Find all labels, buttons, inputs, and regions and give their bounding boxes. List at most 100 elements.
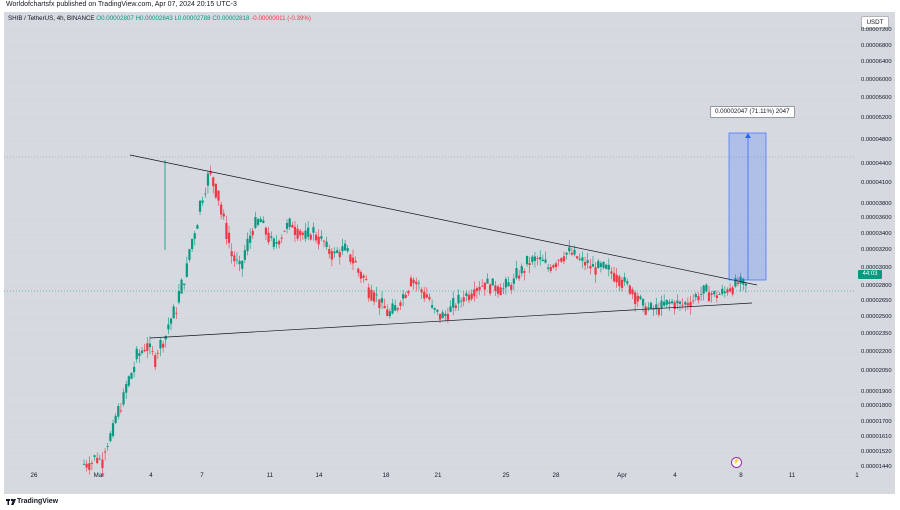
event-marker-icon[interactable]: ⚡ [731, 457, 742, 468]
y-tick-label: 0.00006400 [861, 58, 892, 65]
candle-body [412, 279, 415, 284]
projection-label[interactable]: 0.00002047 (71.11%) 2047 [710, 106, 795, 118]
candle-body [256, 219, 260, 225]
y-tick-label: 0.00006800 [861, 42, 892, 49]
candle-body [156, 352, 159, 354]
y-tick-label: 0.00001610 [861, 433, 892, 440]
candle-body [172, 306, 175, 319]
chart-panel[interactable]: SHIB / TetherUS, 4h, BINANCE O0.00002807… [4, 12, 895, 494]
candle-body [212, 177, 215, 187]
candle-body [417, 282, 421, 284]
candle-body [507, 282, 510, 287]
candle-body [607, 264, 610, 270]
candle-body [296, 228, 299, 239]
symbol-label[interactable]: SHIB / TetherUS, 4h, BINANCE [8, 15, 95, 22]
candle-body [114, 415, 117, 423]
candle-body [446, 313, 450, 320]
last-price-tag: 44:03 [858, 270, 882, 279]
candle-body [270, 236, 273, 238]
candle-body [668, 301, 671, 304]
candle-body [678, 301, 682, 304]
candle-body [686, 303, 689, 306]
close-value: C0.00002818 [212, 15, 250, 22]
candle-body [82, 463, 86, 465]
candle-body [612, 273, 616, 282]
candle-body [433, 308, 436, 310]
candle-body [684, 302, 687, 305]
y-tick-label: 0.00005600 [861, 95, 892, 102]
candle-body [193, 233, 196, 239]
candle-body [473, 289, 476, 297]
candle-body [728, 288, 732, 292]
candle-body [372, 292, 376, 302]
candle-body [483, 282, 486, 290]
candle-body [259, 218, 262, 223]
publication-header: Worldofchartsfx published on TradingView… [0, 0, 900, 12]
candle-body [394, 305, 397, 311]
candle-body [549, 266, 552, 271]
candle-body [291, 224, 294, 228]
x-tick-label: 4 [673, 472, 677, 479]
candle-body [180, 279, 183, 294]
candle-body [681, 304, 684, 306]
candle-body [227, 232, 231, 243]
candle-body [494, 285, 497, 291]
projection-box [728, 132, 767, 281]
candle-body [375, 294, 378, 296]
candle-body [544, 259, 547, 263]
candle-body [117, 406, 120, 417]
candle-body [665, 299, 668, 305]
candle-body [626, 281, 629, 284]
x-tick-label: Mar [93, 472, 105, 479]
candle-body [699, 294, 703, 295]
candle-body [309, 234, 312, 240]
x-tick-label: Apr [617, 472, 627, 479]
candle-body [489, 284, 492, 294]
candle-body [502, 288, 505, 290]
candle-body [222, 213, 225, 217]
candle-body [396, 308, 399, 310]
candle-body [663, 301, 666, 306]
change-value: -0.00000011 (-0.39%) [251, 15, 311, 22]
candle-body [409, 277, 413, 287]
candle-body [723, 291, 726, 294]
x-tick-label: 1 [855, 472, 859, 479]
candle-body [338, 252, 341, 258]
candle-body [512, 278, 515, 284]
y-tick-label: 0.00001800 [861, 403, 892, 410]
candle-body [583, 262, 587, 266]
currency-button[interactable]: USDT [861, 16, 889, 29]
candle-body [734, 278, 737, 287]
candle-body [127, 376, 130, 386]
candle-body [370, 289, 373, 301]
candle-body [670, 301, 674, 304]
candle-body [736, 282, 740, 284]
y-tick-label: 0.00001900 [861, 388, 892, 395]
candle-body [235, 259, 239, 261]
candle-body [470, 293, 473, 300]
candle-body [528, 263, 531, 266]
candle-body [283, 230, 286, 232]
candle-body [106, 446, 109, 448]
candle-body [710, 293, 713, 295]
candle-body [148, 343, 152, 348]
candle-body [486, 278, 489, 284]
candle-body [702, 285, 705, 294]
y-tick-label: 0.00004800 [861, 137, 892, 144]
support-line [149, 302, 753, 339]
y-tick-label: 0.00003400 [861, 230, 892, 237]
candle-body [721, 288, 724, 294]
candle-body [597, 260, 600, 269]
candle-body [731, 287, 734, 295]
high-value: H0.00002843 [135, 15, 173, 22]
candle-body [657, 308, 660, 315]
candle-body [93, 455, 96, 457]
candle-body [554, 263, 558, 268]
candle-body [201, 200, 204, 203]
x-tick-label: 7 [200, 472, 204, 479]
y-tick-label: 0.00003800 [861, 200, 892, 207]
x-tick-label: 26 [30, 472, 38, 479]
candle-body [249, 235, 252, 243]
candle-body [233, 255, 236, 262]
